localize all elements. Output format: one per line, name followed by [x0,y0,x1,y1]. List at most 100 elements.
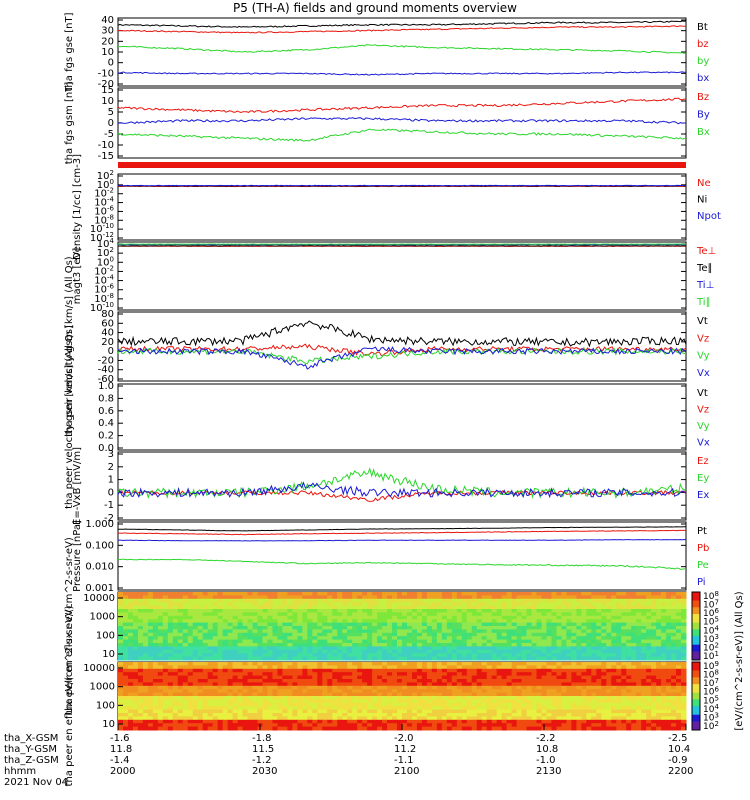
heatmap-cell [202,675,209,680]
heatmap-cell [287,716,293,721]
heatmap-cell [122,653,129,658]
heatmap-cell [506,602,513,607]
heatmap-cell [302,723,308,728]
heatmap-cell [581,726,587,731]
heatmap-cell [272,665,278,670]
heatmap-cell [227,653,234,658]
heatmap-cell [656,692,662,697]
heatmap-cell [327,689,333,694]
heatmap-cell [152,598,159,603]
panel-ytick: -60 [98,374,114,385]
heatmap-cell [327,609,333,613]
heatmap-cell [681,679,687,683]
heatmap-cell [451,719,458,724]
heatmap-cell [451,622,458,627]
heatmap-cell [147,685,154,690]
heatmap-cell [357,615,363,620]
heatmap-cell [416,592,423,596]
heatmap-cell [641,626,647,630]
heatmap-cell [436,609,443,613]
heatmap-cell [182,699,189,704]
heatmap-cell [122,723,129,728]
heatmap-cell [516,626,523,630]
heatmap-cell [406,685,413,690]
heatmap-cell [122,619,129,624]
heatmap-cell [292,706,298,711]
heatmap-cell [262,662,268,666]
panel-ytick: 10-4 [94,274,114,287]
heatmap-cell [307,632,313,637]
heatmap-cell [297,675,303,680]
heatmap-cell [327,592,333,596]
heatmap-cell [247,719,254,724]
heatmap-cell [566,713,572,717]
heatmap-cell [157,629,164,634]
heatmap-cell [257,679,263,683]
heatmap-cell [416,696,423,700]
heatmap-cell [118,592,124,596]
heatmap-cell [536,713,543,717]
heatmap-cell [397,609,403,613]
heatmap-cell [152,675,159,680]
heatmap-cell [536,692,543,697]
heatmap-cell [531,609,538,613]
panel-ylabel: tha peer velocity gsm [km/s] (All Qs) [64,325,75,509]
heatmap-cell [387,609,393,613]
heatmap-cell [257,702,263,707]
heatmap-cell [631,636,637,641]
heatmap-cell [426,726,433,731]
heatmap-cell [232,716,239,721]
heatmap-cell [611,702,617,707]
heatmap-cell [352,656,358,661]
heatmap-cell [676,679,682,683]
heatmap-cell [421,626,428,630]
heatmap-cell [516,592,523,596]
heatmap-cell [127,713,134,717]
heatmap-cell [132,682,139,687]
heatmap-cell [636,679,642,683]
footer-value: 2000 [110,766,136,777]
heatmap-cell [601,592,607,596]
heatmap-cell [606,668,612,673]
heatmap-cell [217,726,224,731]
heatmap-cell [661,619,667,624]
heatmap-cell [192,719,199,724]
heatmap-cell [242,699,249,704]
heatmap-cell [232,672,239,677]
heatmap-cell [237,636,244,641]
heatmap-cell [127,646,134,651]
heatmap-cell [292,626,298,630]
heatmap-cell [411,595,418,600]
heatmap-cell [217,668,224,673]
heatmap-cell [431,682,438,687]
heatmap-cell [486,723,493,728]
heatmap-cell [601,726,607,731]
heatmap-cell [661,598,667,603]
heatmap-cell [317,646,323,651]
heatmap-cell [661,615,667,620]
heatmap-cell [327,682,333,687]
colorbar-cell [692,637,700,641]
heatmap-cell [591,632,597,637]
heatmap-cell [491,595,498,600]
heatmap-cell [212,643,219,647]
heatmap-cell [192,689,199,694]
heatmap-cell [282,632,288,637]
heatmap-cell [362,679,368,683]
heatmap-cell [322,632,328,637]
heatmap-cell [182,682,189,687]
heatmap-cell [257,653,263,658]
heatmap-cell [202,685,209,690]
heatmap-cell [521,636,528,641]
heatmap-cell [227,632,234,637]
heatmap-cell [212,626,219,630]
heatmap-cell [362,595,368,600]
heatmap-cell [446,605,453,610]
heatmap-cell [302,639,308,644]
heatmap-cell [596,656,602,661]
heatmap-cell [661,626,667,630]
heatmap-cell [671,643,677,647]
heatmap-cell [162,723,169,728]
heatmap-cell [476,656,483,661]
heatmap-cell [217,615,224,620]
